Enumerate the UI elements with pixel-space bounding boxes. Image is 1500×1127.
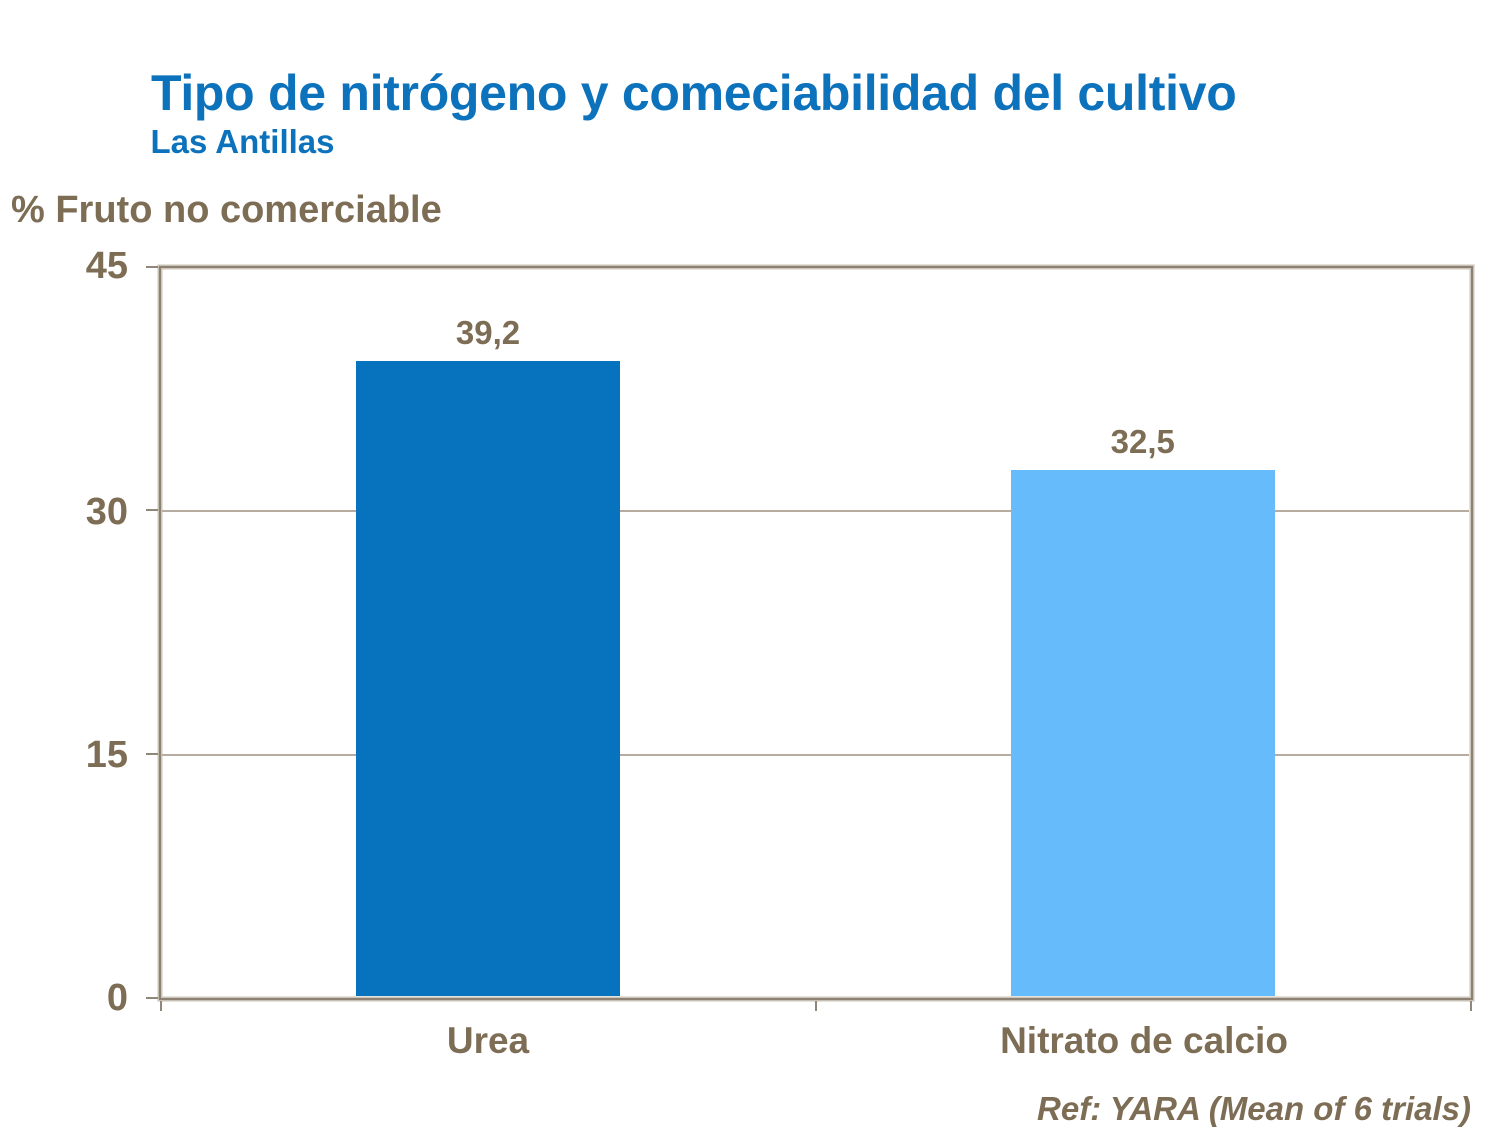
y-tick-label-15: 15: [85, 734, 128, 776]
x-axis-tick-middle: [814, 1000, 817, 1011]
category-label-nitrato: Nitrato de calcio: [1000, 1020, 1288, 1061]
y-tick-label-45: 45: [85, 245, 128, 288]
y-axis-tick-30: [146, 509, 158, 512]
bar-nitrato-de-calcio: [1011, 469, 1275, 997]
y-axis-tick-0: [146, 996, 158, 999]
x-axis-tick-right: [1469, 1000, 1472, 1011]
x-axis-tick-left: [159, 1000, 162, 1011]
slide-title: Tipo de nitrógeno y comeciabilidad del c…: [151, 65, 1237, 121]
bar-urea: [356, 360, 620, 997]
gridline-15: [162, 753, 1469, 756]
y-axis-tick-15: [146, 753, 158, 755]
y-axis-title: % Fruto no comerciable: [11, 189, 442, 231]
gridline-30: [162, 510, 1469, 512]
slide-subtitle: Las Antillas: [150, 122, 335, 160]
footer-credit: Ref: YARA (Mean of 6 trials): [1037, 1089, 1471, 1127]
y-tick-label-0: 0: [106, 976, 128, 1019]
y-axis-tick-45: [146, 265, 158, 268]
y-tick-label-30: 30: [85, 490, 128, 533]
category-label-urea: Urea: [446, 1020, 530, 1061]
value-label-urea: 39,2: [455, 313, 521, 351]
value-label-nitrato: 32,5: [1110, 422, 1175, 460]
